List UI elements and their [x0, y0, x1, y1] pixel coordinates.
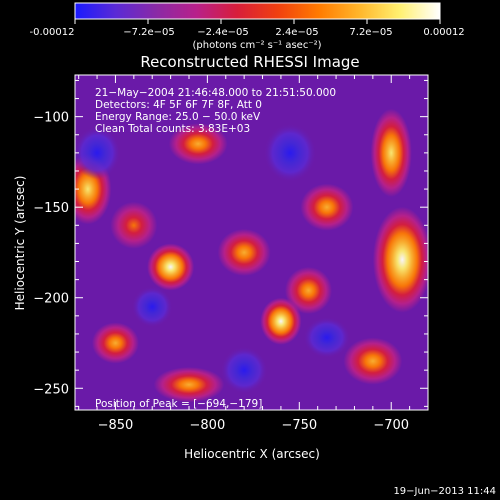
x-tick-label-4: −700 — [373, 418, 409, 433]
heatmap-image — [75, 75, 428, 410]
emission-blob — [260, 297, 302, 345]
emission-blob — [217, 228, 271, 276]
x-tick-label-2: −800 — [190, 418, 226, 433]
colorbar: -0.00012 −7.2e−05 −2.4e−05 2.4e−05 7.2e−… — [30, 2, 465, 51]
emission-blob — [372, 206, 428, 313]
plot-title: Reconstructed RHESSI Image — [140, 53, 359, 71]
x-axis-title: Heliocentric X (arcsec) — [184, 447, 320, 461]
y-tick-label-4: −250 — [33, 382, 69, 397]
x-tick-label-3: −750 — [281, 418, 317, 433]
colorbar-label-4: 2.4e−05 — [275, 27, 318, 38]
clean-counts-text: Clean Total counts: 3.83E+03 — [95, 123, 250, 135]
detectors-text: Detectors: 4F 5F 6F 7F 8F, Att 0 — [95, 99, 262, 111]
colorbar-label-2: −7.2e−05 — [123, 27, 175, 38]
negative-blob — [75, 126, 121, 180]
colorbar-label-1: -0.00012 — [30, 27, 75, 38]
colorbar-label-5: 7.2e−05 — [349, 27, 392, 38]
y-axis-title: Heliocentric Y (arcsec) — [13, 176, 27, 311]
plot-frame — [74, 74, 429, 411]
emission-blob — [91, 322, 139, 364]
heatmap-blobs — [75, 108, 428, 403]
colorbar-gradient — [74, 2, 441, 20]
emission-blob — [300, 183, 354, 231]
emission-blob — [370, 108, 412, 197]
colorbar-label-3: −2.4e−05 — [197, 27, 249, 38]
negative-blob — [131, 286, 173, 328]
emission-blob — [168, 123, 228, 165]
y-tick-label-3: −200 — [33, 292, 69, 307]
time-range-text: 21−May−2004 21:46:48.000 to 21:51:50.000 — [95, 87, 336, 99]
emission-blob — [110, 201, 158, 249]
axis-ticks — [75, 75, 429, 410]
y-tick-label-1: −100 — [33, 111, 69, 126]
emission-blob — [284, 266, 333, 315]
y-tick-label-2: −150 — [33, 201, 69, 216]
negative-blob — [220, 346, 268, 394]
energy-range-text: Energy Range: 25.0 − 50.0 keV — [95, 111, 261, 123]
negative-blob — [303, 316, 351, 359]
peak-position-text: Position of Peak = [−694,−179] — [95, 398, 262, 410]
x-tick-label-1: −850 — [98, 418, 134, 433]
colorbar-unit-label: (photons cm⁻² s⁻¹ asec⁻²) — [192, 40, 321, 51]
emission-blob — [147, 243, 195, 291]
generation-timestamp: 19−Jun−2013 11:44 — [393, 486, 496, 497]
emission-blob — [343, 337, 403, 385]
negative-blob — [263, 123, 317, 183]
emission-blob — [153, 366, 225, 403]
colorbar-label-6: 0.00012 — [423, 27, 464, 38]
colorbar-ticks — [74, 19, 441, 24]
